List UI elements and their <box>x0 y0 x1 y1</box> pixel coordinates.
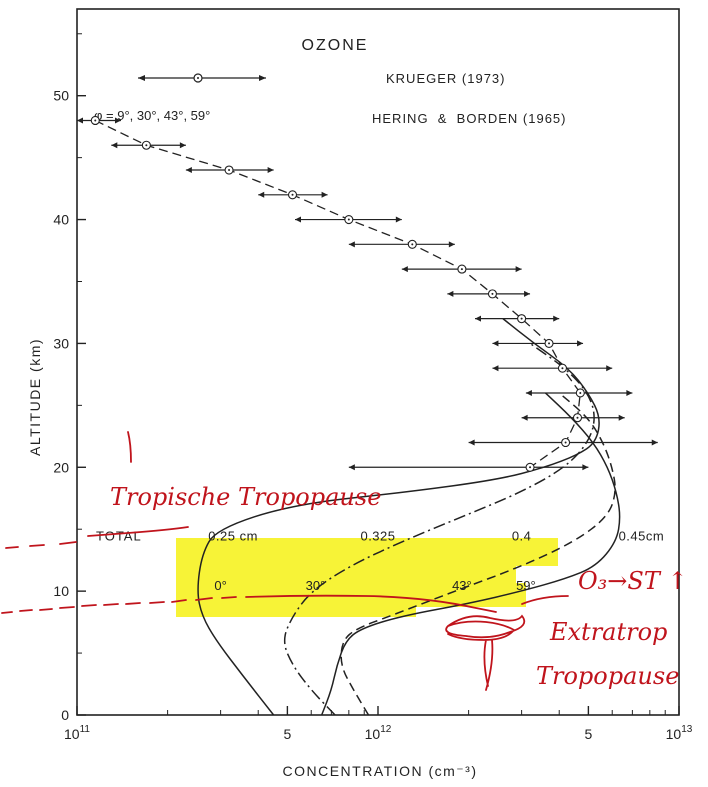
errorbar-arrow-left <box>295 216 302 223</box>
y-axis-label: ALTITUDE (km) <box>27 338 43 456</box>
legend-krueger: KRUEGER (1973) <box>386 71 505 86</box>
krueger-point-center <box>411 243 414 246</box>
errorbar-arrow-right <box>524 290 531 297</box>
errorbar-arrow-right <box>179 142 186 149</box>
hand-tick-mark <box>127 431 132 463</box>
errorbar-arrow-right <box>395 216 402 223</box>
errorbar-arrow-left <box>474 315 481 322</box>
tropical-tropopause-line <box>5 526 189 549</box>
total-value: 0.4 <box>512 528 532 543</box>
krueger-series <box>77 115 658 472</box>
krueger-point-center <box>94 119 97 122</box>
errorbar-arrow-left <box>447 290 454 297</box>
highlight-latitude-row-3 <box>176 607 416 617</box>
highlight-latitude-row <box>176 566 516 583</box>
y-tick-label: 30 <box>53 335 69 351</box>
y-tick-label: 10 <box>53 583 69 599</box>
krueger-point-center <box>145 144 148 147</box>
total-value: 0.45cm <box>619 528 665 543</box>
latitude-label: 0° <box>214 578 226 593</box>
extratropical-tropopause-line <box>1 594 497 614</box>
errorbar-arrow-right <box>582 464 589 471</box>
highlight-total-row <box>176 538 558 566</box>
errorbar-arrow-left <box>348 464 355 471</box>
errorbar-arrow-left <box>492 340 499 347</box>
y-tick-label: 20 <box>53 459 69 475</box>
hand-tropopause: Tropopause <box>536 662 679 690</box>
latitude-label: 59° <box>516 578 536 593</box>
legend-point-dot <box>197 77 199 79</box>
errorbar-arrow-right <box>606 365 613 372</box>
total-label: TOTAL <box>96 528 142 543</box>
krueger-point-center <box>548 342 551 345</box>
legend: KRUEGER (1973) HERING & BORDEN (1965) φ … <box>94 71 567 126</box>
scribble-blob <box>445 614 526 691</box>
errorbar-arrow-left <box>77 117 83 124</box>
errorbar-arrow-left <box>185 167 192 174</box>
krueger-point-center <box>491 292 494 295</box>
curve-43-deg <box>340 392 616 716</box>
latitude-labels: 0° 30° 43° 59° <box>214 578 535 593</box>
x-tick-label: 5 <box>584 726 592 742</box>
arrow-to-right <box>521 595 569 605</box>
latitude-label: 43° <box>452 578 472 593</box>
total-value: 0.325 <box>360 528 395 543</box>
errorbar-arrow-right <box>553 315 560 322</box>
errorbar-arrow-right <box>626 389 633 396</box>
x-tick-label: 1012 <box>365 724 392 742</box>
krueger-point-center <box>576 416 579 419</box>
curve-9-deg <box>197 318 600 716</box>
krueger-point-center <box>228 169 231 172</box>
x-tick-label: 1013 <box>666 724 693 742</box>
x-tick-label: 5 <box>283 726 291 742</box>
highlight-bands <box>176 538 558 617</box>
handwritten-annotations <box>1 431 569 691</box>
krueger-point-center <box>291 193 294 196</box>
errorbar-arrow-left <box>521 414 528 421</box>
hand-tropical-tropopause: Tropische Tropopause <box>110 483 381 511</box>
errorbar-arrow-left <box>492 365 499 372</box>
latitude-label: 30° <box>306 578 326 593</box>
errorbar-arrow-left <box>258 191 265 198</box>
errorbar-arrow-right <box>651 439 658 446</box>
total-row: TOTAL 0.25 cm 0.325 0.4 0.45cm <box>96 528 664 543</box>
y-tick-label: 40 <box>53 212 69 228</box>
y-tick-label: 50 <box>53 88 69 104</box>
legend-arrow-left <box>138 75 145 81</box>
errorbar-arrow-right <box>618 414 625 421</box>
krueger-point-center <box>529 466 532 469</box>
hand-extratrop: Extratrop <box>549 618 667 646</box>
krueger-point-center <box>520 317 523 320</box>
errorbar-arrow-right <box>515 266 522 273</box>
legend-hering-borden: HERING & BORDEN (1965) <box>372 111 567 126</box>
curve-59-deg <box>320 392 621 716</box>
errorbar-arrow-left <box>525 389 532 396</box>
total-value: 0.25 cm <box>208 528 258 543</box>
errorbar-arrow-right <box>267 167 274 174</box>
y-tick-label: 0 <box>61 707 69 723</box>
krueger-point-center <box>579 391 582 394</box>
x-axis-label: CONCENTRATION (cm⁻³) <box>283 763 478 779</box>
latitude-note: φ = 9°, 30°, 43°, 59° <box>94 108 210 123</box>
errorbar-arrow-left <box>468 439 475 446</box>
errorbar-arrow-right <box>114 117 121 124</box>
errorbar-arrow-right <box>321 191 328 198</box>
curve-30-deg <box>283 342 595 716</box>
chart-title: OZONE <box>302 37 369 54</box>
errorbar-arrow-left <box>348 241 355 248</box>
x-tick-label: 1011 <box>64 724 90 742</box>
errorbar-arrow-left <box>111 142 118 149</box>
krueger-point-center <box>347 218 350 221</box>
errorbar-arrow-right <box>448 241 455 248</box>
errorbar-arrow-left <box>401 266 408 273</box>
latitude-curves <box>197 318 621 716</box>
krueger-point-center <box>564 441 567 444</box>
legend-arrow-right <box>259 75 266 81</box>
krueger-point-center <box>460 268 463 271</box>
errorbar-arrow-right <box>577 340 584 347</box>
krueger-point-center <box>561 367 564 370</box>
hand-o3-st: O₃→ST ↑ <box>578 567 688 595</box>
